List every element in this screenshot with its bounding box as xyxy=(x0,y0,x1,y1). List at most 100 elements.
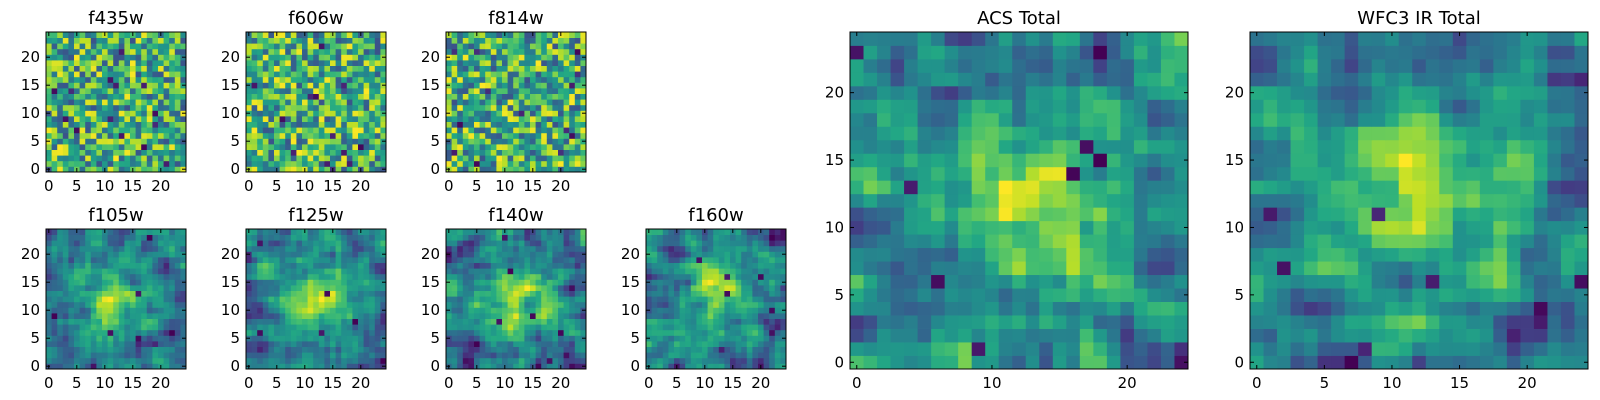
heatmap-cell xyxy=(724,290,731,297)
heatmap-cell xyxy=(107,363,114,370)
heatmap-cell xyxy=(380,268,387,275)
heatmap-cell xyxy=(141,138,148,145)
heatmap-cell xyxy=(318,48,325,55)
heatmap-cell xyxy=(998,288,1013,302)
heatmap-cell xyxy=(141,82,148,89)
heatmap-cell xyxy=(296,60,303,66)
heatmap-cell xyxy=(690,335,697,342)
heatmap-cell xyxy=(262,296,269,303)
heatmap-cell xyxy=(257,357,264,364)
heatmap-cell xyxy=(735,346,742,353)
heatmap-cell xyxy=(574,121,581,128)
heatmap-cell xyxy=(251,65,258,72)
heatmap-cell xyxy=(580,245,587,252)
heatmap-cell xyxy=(1039,301,1054,316)
heatmap-cell xyxy=(380,127,387,134)
heatmap-cell xyxy=(374,155,381,162)
heatmap-cell xyxy=(135,285,142,291)
heatmap-cell xyxy=(502,285,508,291)
heatmap-cell xyxy=(507,324,514,331)
heatmap-cell xyxy=(51,116,58,122)
heatmap-cell xyxy=(79,110,86,117)
heatmap-cell xyxy=(446,88,452,94)
heatmap-cell xyxy=(446,127,452,134)
heatmap-cell xyxy=(1025,247,1040,262)
heatmap-cell xyxy=(524,76,531,83)
heatmap-cell xyxy=(457,144,464,150)
heatmap-cell xyxy=(541,155,548,162)
heatmap-cell xyxy=(674,296,680,303)
heatmap-cell xyxy=(46,285,52,291)
heatmap-cell xyxy=(130,257,136,263)
heatmap-cell xyxy=(90,104,97,111)
heatmap-cell xyxy=(374,251,381,258)
heatmap-cell xyxy=(107,307,114,314)
heatmap-cell xyxy=(268,290,275,297)
heatmap-cell xyxy=(246,313,252,319)
heatmap-cell xyxy=(474,144,480,150)
y-tick-label: 20 xyxy=(21,48,40,66)
heatmap-cell xyxy=(730,251,736,258)
heatmap-cell xyxy=(363,32,370,38)
heatmap-cell xyxy=(724,335,731,342)
heatmap-cell xyxy=(462,104,469,111)
heatmap-cell xyxy=(374,335,381,342)
heatmap-cell xyxy=(335,301,342,308)
heatmap-cell xyxy=(62,329,69,336)
heatmap-cell xyxy=(62,54,69,61)
heatmap-cell xyxy=(62,318,69,325)
heatmap-cell xyxy=(324,363,331,370)
heatmap-cell xyxy=(696,318,703,325)
heatmap-cell xyxy=(85,82,92,89)
heatmap-cell xyxy=(496,279,503,286)
heatmap-cell xyxy=(369,341,376,347)
heatmap-cell xyxy=(113,104,120,111)
heatmap-cell xyxy=(485,43,492,50)
heatmap-cell xyxy=(752,268,759,275)
heatmap-cell xyxy=(307,99,314,106)
heatmap-cell xyxy=(85,329,92,336)
x-tick-label: 15 xyxy=(523,374,542,392)
heatmap-cell xyxy=(158,121,164,128)
heatmap-cell xyxy=(541,352,548,359)
heatmap-cell xyxy=(374,82,381,89)
heatmap-cell xyxy=(358,324,364,331)
heatmap-cell xyxy=(662,285,669,291)
heatmap-cell xyxy=(679,279,686,286)
heatmap-cell xyxy=(496,54,503,61)
heatmap-cell xyxy=(685,240,692,247)
heatmap-cell xyxy=(646,234,652,241)
heatmap-cell xyxy=(474,251,480,258)
heatmap-cell xyxy=(279,324,286,331)
heatmap-cell xyxy=(352,352,359,359)
heatmap-cell xyxy=(507,279,514,286)
heatmap-cell xyxy=(850,220,864,235)
heatmap-cell xyxy=(1160,274,1175,289)
heatmap-cell xyxy=(169,318,176,325)
heatmap-cell xyxy=(369,65,376,72)
heatmap-cell xyxy=(485,234,492,241)
heatmap-cell xyxy=(290,301,297,308)
heatmap-cell xyxy=(558,251,564,258)
heatmap-cell xyxy=(998,328,1013,343)
heatmap-cell xyxy=(746,262,753,269)
heatmap-cell xyxy=(290,155,297,162)
heatmap-cell xyxy=(146,335,153,342)
heatmap-cell xyxy=(524,346,531,353)
heatmap-cell xyxy=(474,357,480,364)
heatmap-cell xyxy=(85,127,92,134)
heatmap-cell xyxy=(113,121,120,128)
heatmap-cell xyxy=(904,261,918,276)
heatmap-cell xyxy=(57,240,64,247)
heatmap-cell xyxy=(141,273,148,280)
heatmap-cell xyxy=(944,153,959,168)
heatmap-cell xyxy=(877,274,891,289)
heatmap-cell xyxy=(285,279,292,286)
heatmap-cell xyxy=(763,329,770,336)
heatmap-cell xyxy=(85,313,92,319)
heatmap-cell xyxy=(296,240,303,247)
heatmap-cell xyxy=(490,285,497,291)
heatmap-cell xyxy=(1106,261,1121,276)
heatmap-cell xyxy=(262,346,269,353)
heatmap-cell xyxy=(1039,193,1054,208)
